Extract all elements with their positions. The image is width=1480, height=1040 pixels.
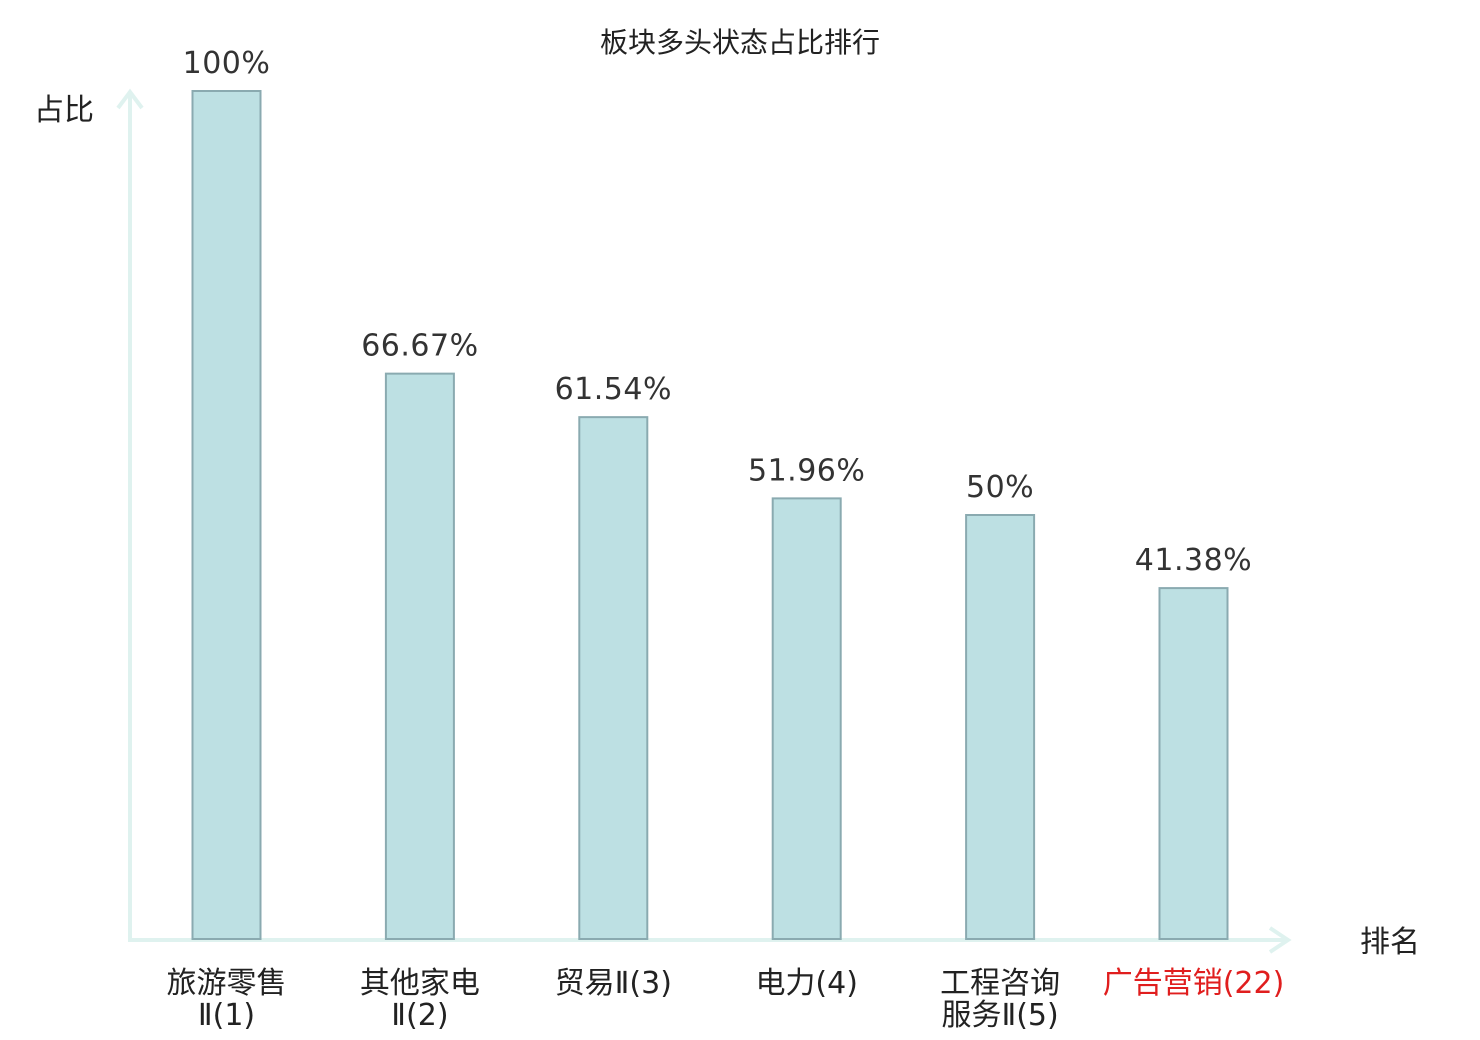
y-axis-arrow-icon: [116, 88, 144, 110]
x-tick-label-line: 工程咨询: [940, 966, 1060, 1001]
bar: [578, 416, 649, 940]
y-axis: 占比: [34, 88, 144, 942]
x-tick-label: 贸易Ⅱ(3): [555, 966, 672, 1001]
bar: [965, 514, 1036, 940]
bar-value-label: 61.54%: [555, 372, 672, 407]
value-labels: 100% 66.67% 61.54% 51.96% 50% 41.38%: [183, 46, 1252, 578]
x-tick-label: 工程咨询服务Ⅱ(5): [940, 966, 1060, 1033]
x-tick-label: 其他家电 Ⅱ(2): [360, 966, 480, 1033]
x-axis: 排名: [128, 925, 1420, 960]
bar-value-label: 41.38%: [1135, 543, 1252, 578]
bar: [771, 497, 842, 940]
bar: [384, 372, 455, 940]
x-tick-label: 旅游零售 Ⅱ(1): [167, 966, 287, 1033]
chart-title: 板块多头状态占比排行: [600, 26, 880, 59]
bar-value-label: 66.67%: [361, 329, 478, 364]
bar-value-label: 50%: [966, 470, 1034, 505]
x-tick-label-line: 旅游零售: [167, 966, 287, 1001]
x-tick-label-line: Ⅱ(1): [198, 998, 255, 1033]
x-tick-label: 广告营销(22): [1103, 966, 1285, 1001]
x-tick-label-line: 服务Ⅱ(5): [941, 998, 1058, 1033]
x-tick-label: 电力(4): [755, 966, 858, 1001]
bar: [1158, 587, 1229, 940]
x-axis-arrow-icon: [1268, 926, 1292, 954]
bars: [191, 90, 1229, 940]
category-labels: 旅游零售 Ⅱ(1) 其他家电 Ⅱ(2) 贸易Ⅱ(3) 电力(4) 工程咨询服务Ⅱ(5) 广告营…: [167, 966, 1285, 1033]
x-tick-label-line: 广告营销(22): [1103, 966, 1285, 1001]
bar-value-label: 51.96%: [748, 453, 865, 488]
x-tick-label-line: Ⅱ(2): [391, 998, 448, 1033]
bar-value-label: 100%: [183, 46, 271, 81]
x-axis-label: 排名: [1360, 925, 1420, 960]
x-tick-label-line: 其他家电: [360, 966, 480, 1001]
x-tick-label-line: 贸易Ⅱ(3): [555, 966, 672, 1001]
x-tick-label-line: 电力(4): [755, 966, 858, 1001]
y-axis-label: 占比: [34, 93, 94, 128]
bar: [191, 90, 262, 940]
